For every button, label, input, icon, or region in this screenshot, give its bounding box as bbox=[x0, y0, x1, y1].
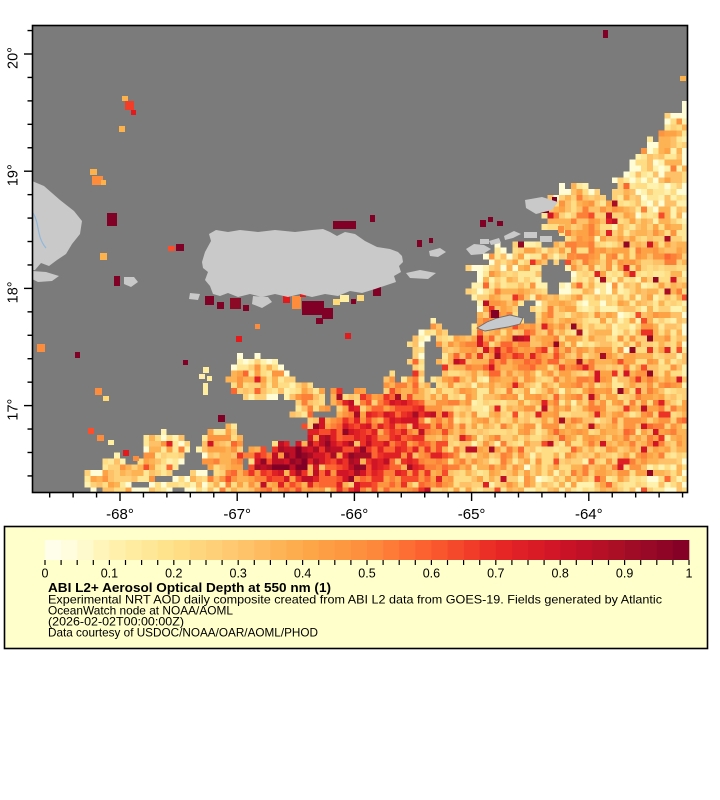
svg-text:0.9: 0.9 bbox=[616, 567, 633, 581]
svg-text:0: 0 bbox=[42, 567, 49, 581]
svg-text:0.8: 0.8 bbox=[552, 567, 569, 581]
svg-text:0.7: 0.7 bbox=[487, 567, 504, 581]
svg-text:19°: 19° bbox=[6, 164, 22, 186]
svg-text:18°: 18° bbox=[6, 281, 22, 303]
svg-text:-66°: -66° bbox=[341, 506, 369, 523]
svg-text:(2026-02-02T00:00:00Z): (2026-02-02T00:00:00Z) bbox=[48, 616, 184, 629]
svg-text:0.5: 0.5 bbox=[358, 567, 375, 581]
svg-text:20°: 20° bbox=[6, 47, 22, 69]
svg-text:0.4: 0.4 bbox=[294, 567, 311, 581]
svg-text:Experimental NRT AOD daily com: Experimental NRT AOD daily composite cre… bbox=[48, 594, 662, 607]
svg-text:-65°: -65° bbox=[458, 506, 486, 523]
svg-text:1: 1 bbox=[686, 567, 693, 581]
svg-text:-68°: -68° bbox=[106, 506, 134, 523]
svg-text:0.6: 0.6 bbox=[423, 567, 440, 581]
svg-text:0.1: 0.1 bbox=[101, 567, 118, 581]
svg-text:OceanWatch node at NOAA/AOML: OceanWatch node at NOAA/AOML bbox=[48, 605, 234, 618]
svg-text:-64°: -64° bbox=[575, 506, 603, 523]
svg-text:0.3: 0.3 bbox=[230, 567, 247, 581]
svg-text:Data courtesy of USDOC/NOAA/OA: Data courtesy of USDOC/NOAA/OAR/AOML/PHO… bbox=[48, 627, 318, 640]
svg-text:-67°: -67° bbox=[223, 506, 251, 523]
svg-text:0.2: 0.2 bbox=[165, 567, 182, 581]
svg-text:17°: 17° bbox=[6, 399, 22, 421]
svg-text:ABI L2+ Aerosol Optical Depth: ABI L2+ Aerosol Optical Depth at 550 nm … bbox=[48, 581, 331, 595]
